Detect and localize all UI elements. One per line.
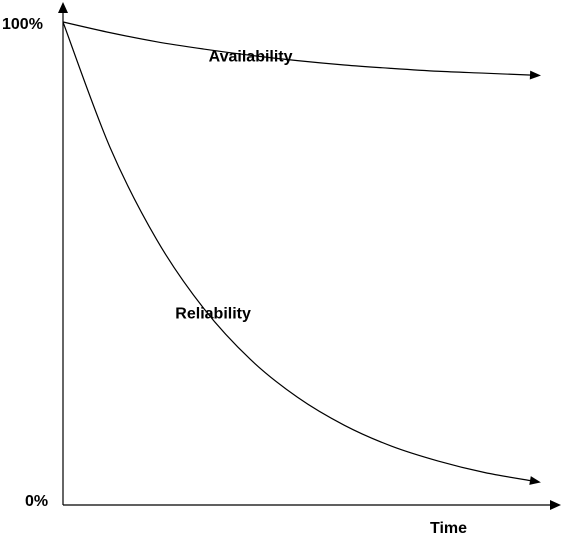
availability-label: Availability bbox=[209, 48, 293, 65]
axes bbox=[58, 2, 561, 510]
reliability-curve bbox=[63, 22, 532, 481]
reliability-label: Reliability bbox=[175, 306, 251, 323]
y-tick-label-top: 100% bbox=[2, 16, 43, 33]
reliability-series: Reliability bbox=[63, 22, 541, 485]
series-group: Availability Reliability bbox=[63, 22, 541, 485]
availability-series: Availability bbox=[63, 22, 541, 80]
x-axis-arrowhead bbox=[550, 500, 561, 510]
x-axis-title: Time bbox=[430, 520, 467, 537]
y-tick-label-bottom: 0% bbox=[25, 493, 48, 510]
availability-curve bbox=[63, 22, 532, 75]
y-axis-arrowhead bbox=[58, 2, 68, 13]
